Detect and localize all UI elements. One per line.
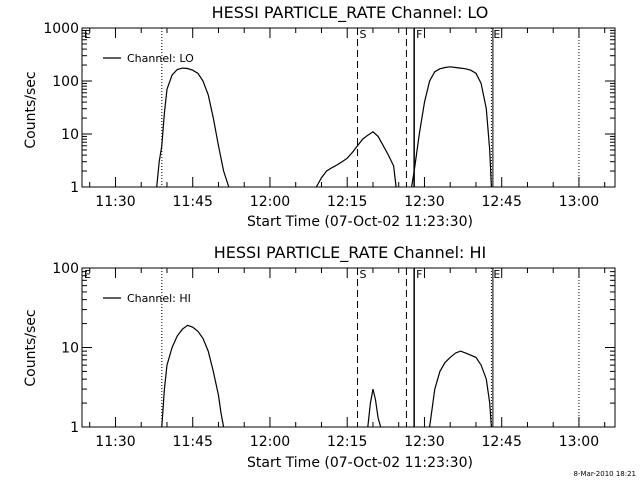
y-tick-label: 100 xyxy=(52,74,79,90)
legend-label-lo: Channel: LO xyxy=(127,52,194,65)
marker-label: E xyxy=(84,268,91,281)
x-tick-label: 12:00 xyxy=(250,434,290,450)
plot-area-hi: 11:30 11:45 12:00 12:15 12:30 12:45 13:00 1 10 10… xyxy=(52,261,616,450)
chart-title-lo: HESSI PARTICLE_RATE Channel: LO xyxy=(212,3,489,23)
timestamp: 8-Mar-2010 18:21 xyxy=(574,470,636,478)
plot-area-lo: 11:30 11:45 12:00 12:15 12:30 12:45 13:00 1 10 10… xyxy=(43,21,616,210)
marker-label: F xyxy=(416,268,422,281)
marker-label: E xyxy=(84,28,91,41)
chart-title-hi: HESSI PARTICLE_RATE Channel: HI xyxy=(214,243,487,263)
series-line-lo xyxy=(411,66,492,188)
y-tick-label: 100 xyxy=(52,261,79,277)
y-axis-label-hi: Counts/sec xyxy=(23,309,39,386)
y-axis-label-lo: Counts/sec xyxy=(23,71,39,148)
plot-frame xyxy=(81,27,616,188)
series-line-hi xyxy=(367,388,382,428)
x-axis-label-lo: Start Time (07-Oct-02 11:23:30) xyxy=(247,214,473,230)
x-tick-label: 11:45 xyxy=(173,194,213,210)
marker-label: S xyxy=(360,268,367,281)
x-tick-label: 12:30 xyxy=(404,194,444,210)
y-tick-label: 10 xyxy=(61,341,79,357)
x-tick-label: 12:00 xyxy=(250,194,290,210)
chart-panel-lo: HESSI PARTICLE_RATE Channel: LO Start Ti… xyxy=(23,3,616,230)
x-tick-label: 12:30 xyxy=(404,434,444,450)
x-tick-label: 11:30 xyxy=(95,194,135,210)
y-tick-label: 1 xyxy=(70,180,79,196)
x-tick-label: 12:15 xyxy=(327,434,367,450)
x-tick-label: 12:45 xyxy=(482,434,522,450)
marker-label: E xyxy=(493,268,500,281)
x-tick-label: 13:00 xyxy=(559,434,599,450)
x-axis-label-hi: Start Time (07-Oct-02 11:23:30) xyxy=(247,455,473,471)
chart-panel-hi: HESSI PARTICLE_RATE Channel: HI Start Ti… xyxy=(23,243,616,471)
series-line-lo xyxy=(156,67,230,188)
x-tick-label: 12:15 xyxy=(327,194,367,210)
x-tick-label: 11:30 xyxy=(95,434,135,450)
y-tick-label: 1 xyxy=(70,420,79,436)
legend-label-hi: Channel: HI xyxy=(127,292,191,305)
marker-label: F xyxy=(416,28,422,41)
marker-label: S xyxy=(360,28,367,41)
series-line-hi xyxy=(429,350,492,428)
y-tick-label: 1000 xyxy=(43,21,79,37)
x-tick-label: 13:00 xyxy=(559,194,599,210)
series-line-hi xyxy=(161,324,225,428)
y-tick-label: 10 xyxy=(61,127,79,143)
series-line-lo xyxy=(315,131,397,188)
x-tick-label: 11:45 xyxy=(173,434,213,450)
marker-label: E xyxy=(493,28,500,41)
x-tick-label: 12:45 xyxy=(482,194,522,210)
